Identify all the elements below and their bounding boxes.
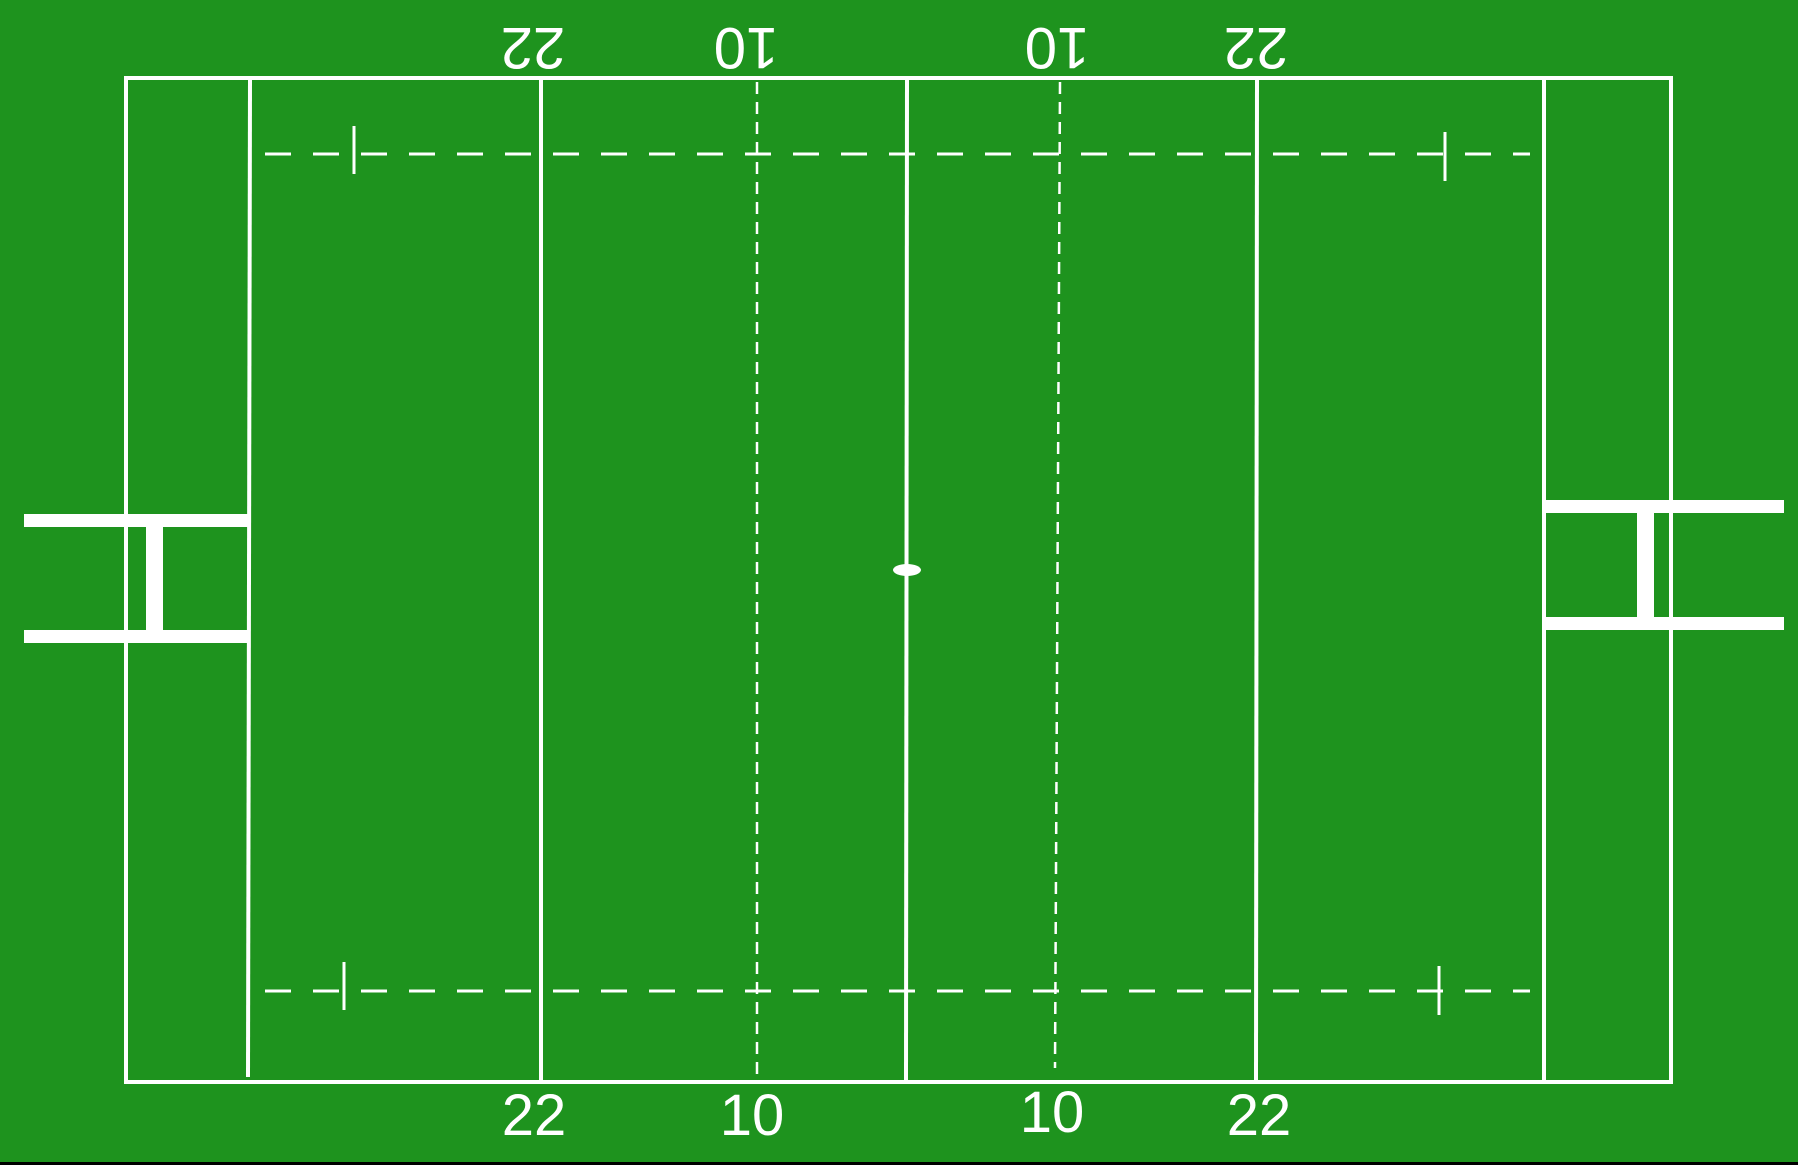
halfway-line — [904, 77, 909, 1083]
label-bottom-left-10: 10 — [720, 1083, 785, 1148]
label-top-left-10: 10 — [714, 15, 779, 80]
label-bottom-left-22: 22 — [502, 1083, 567, 1148]
left-goal-posts-icon — [24, 514, 250, 643]
field-boundary — [124, 76, 1673, 1084]
left-try-line — [246, 77, 252, 1078]
right-22-line — [1254, 77, 1259, 1083]
label-top-right-22: 22 — [1224, 15, 1289, 80]
label-top-right-10: 10 — [1025, 15, 1090, 80]
centre-spot-icon — [893, 564, 921, 576]
right-goal-posts-icon — [1544, 500, 1784, 630]
label-top-left-22: 22 — [501, 15, 566, 80]
label-bottom-right-10: 10 — [1020, 1080, 1085, 1145]
right-10-line — [1053, 81, 1062, 1069]
label-bottom-right-22: 22 — [1227, 1083, 1292, 1148]
